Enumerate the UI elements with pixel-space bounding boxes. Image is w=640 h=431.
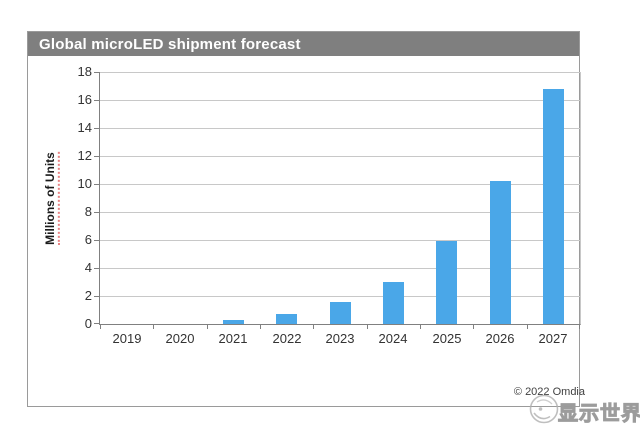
x-axis-label-2019: 2019 [112, 331, 142, 346]
y-axis-tick-label: 8 [84, 204, 92, 219]
x-axis-tick [579, 324, 580, 329]
bar-2026 [490, 181, 511, 324]
x-axis-label-2020: 2020 [165, 331, 195, 346]
y-axis-tick [94, 128, 100, 129]
x-axis-tick [473, 324, 474, 329]
y-axis-tick-label: 0 [84, 316, 92, 331]
y-axis-tick-label: 16 [77, 92, 92, 107]
gridline-14 [100, 128, 580, 129]
chart-title-bar: Global microLED shipment forecast [28, 32, 579, 56]
y-axis-tick [94, 72, 100, 73]
bar-2027 [543, 89, 564, 324]
x-axis-tick [260, 324, 261, 329]
x-axis-tick [207, 324, 208, 329]
y-axis-title-box: Millions of Units [34, 72, 68, 324]
x-axis-tick [100, 324, 101, 329]
y-axis-tick-label: 6 [84, 232, 92, 247]
bar-2023 [330, 302, 351, 324]
bar-2022 [276, 314, 297, 324]
y-axis-tick-label: 14 [77, 120, 92, 135]
x-axis-label-2026: 2026 [485, 331, 515, 346]
x-axis-tick [153, 324, 154, 329]
x-axis-label-2024: 2024 [378, 331, 408, 346]
x-axis-tick [313, 324, 314, 329]
y-axis-tick-label: 4 [84, 260, 92, 275]
x-axis-label-2025: 2025 [432, 331, 462, 346]
y-axis-tick [94, 100, 100, 101]
x-axis-tick [367, 324, 368, 329]
y-axis-tick [94, 212, 100, 213]
y-axis-tick-label: 10 [77, 176, 92, 191]
y-axis-tick-label: 18 [77, 64, 92, 79]
gridline-6 [100, 240, 580, 241]
y-axis-tick [94, 268, 100, 269]
x-axis-label-2023: 2023 [325, 331, 355, 346]
y-axis-tick [94, 240, 100, 241]
x-axis-tick [527, 324, 528, 329]
y-axis-tick-label: 12 [77, 148, 92, 163]
plot-area: 0 2 4 6 8 10 12 14 16 18 2019 2020 2021 2022 2023 2024 2… [78, 64, 581, 346]
chart-title: Global microLED shipment forecast [39, 35, 301, 53]
y-axis-tick [94, 156, 100, 157]
y-axis-tick [94, 323, 100, 324]
chart-panel: Global microLED shipment forecast Millio… [27, 31, 585, 407]
x-axis-tick [420, 324, 421, 329]
bar-2025 [436, 241, 457, 324]
bar-2021 [223, 320, 244, 324]
x-axis-label-2027: 2027 [538, 331, 568, 346]
copyright-text: © 2022 Omdia [513, 386, 585, 398]
gridline-18 [100, 72, 580, 73]
gridline-16 [100, 100, 580, 101]
gridline-12 [100, 156, 580, 157]
y-axis-tick [94, 184, 100, 185]
x-axis-label-2021: 2021 [218, 331, 248, 346]
y-axis-title: Millions of Units [42, 151, 60, 245]
bar-2024 [383, 282, 404, 324]
x-axis-label-2022: 2022 [272, 331, 302, 346]
gridline-8 [100, 212, 580, 213]
y-axis-tick [94, 296, 100, 297]
y-axis-tick-label: 2 [84, 288, 92, 303]
gridline-2 [100, 296, 580, 297]
gridline-4 [100, 268, 580, 269]
gridline-10 [100, 184, 580, 185]
